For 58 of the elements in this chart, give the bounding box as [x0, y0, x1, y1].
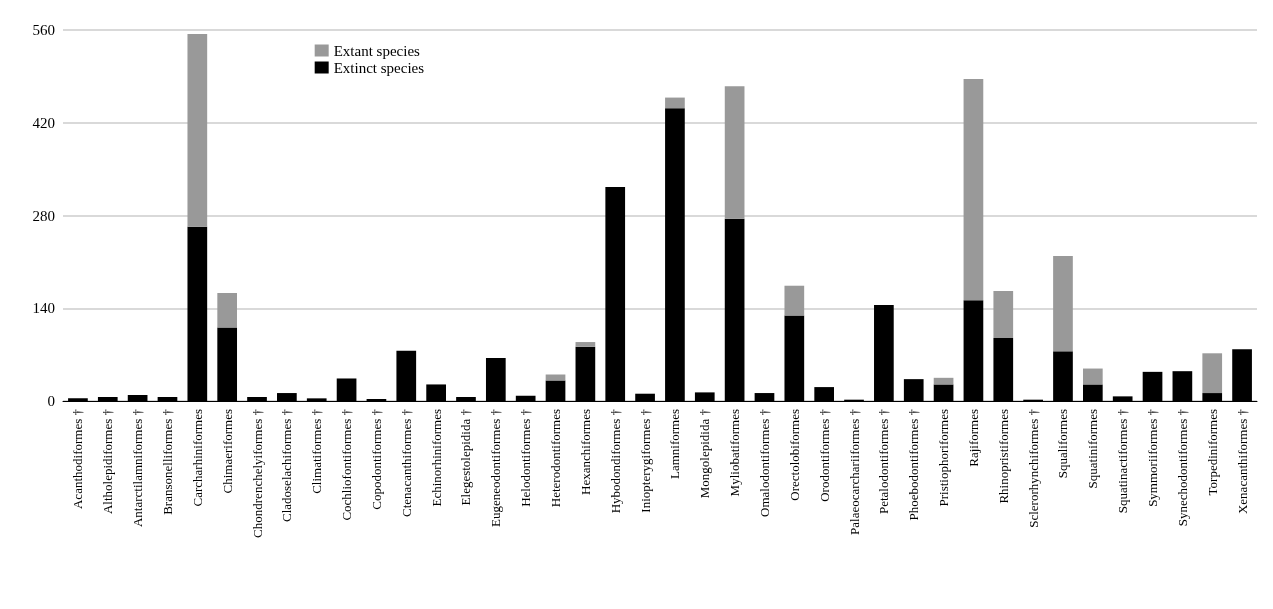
bar — [217, 293, 238, 328]
y-tick-label: 560 — [32, 22, 55, 38]
x-tick-label: Phoebodontiformes † — [906, 408, 922, 521]
x-tick-label: Rajiformes — [965, 409, 981, 467]
x-tick-label: Acanthodiformes † — [70, 408, 86, 510]
x-tick-label: Squatiniformes — [1085, 409, 1101, 489]
x-tick-label: Squaliformes — [1055, 409, 1071, 479]
x-tick-label: Carcharhiniformes — [189, 409, 205, 507]
x-tick-label: Copodontiformes † — [368, 408, 384, 510]
x-tick-label: Xenacanthiformes † — [1234, 408, 1250, 515]
y-tick-label: 0 — [47, 393, 55, 409]
bar — [963, 79, 984, 301]
x-tick-label: Sclerorhynchiformes † — [1025, 408, 1041, 528]
x-tick-label: Ctenacanthiformes † — [398, 408, 414, 517]
x-tick-label: Squatinactiformes † — [1115, 408, 1131, 514]
bar — [724, 86, 745, 219]
x-tick-label: Petalodontiformes † — [876, 408, 892, 515]
bar — [784, 285, 805, 316]
x-tick-label: Elegestolepidida † — [458, 408, 474, 506]
x-tick-label: Antarctilamniformes † — [130, 408, 146, 528]
bar — [1082, 368, 1103, 385]
x-tick-label: Omalodontiformes † — [756, 408, 772, 517]
x-tick-label: Lamniformes — [667, 409, 683, 480]
x-tick-label: Bransonelliformes † — [159, 408, 175, 515]
x-tick-label: Myliobatiformes — [727, 409, 743, 497]
x-tick-label: Climatiformes † — [309, 408, 325, 494]
bar — [575, 342, 596, 347]
y-tick-label: 420 — [32, 114, 55, 131]
x-tick-label: Orectolobiformes — [786, 409, 802, 501]
bar — [1202, 353, 1223, 394]
x-tick-label: Hexanchiformes — [577, 409, 593, 495]
bar — [665, 97, 685, 109]
x-tick-label: Pristiophoriformes — [936, 409, 952, 507]
x-tick-label: Palaeocarchariiformes † — [846, 408, 862, 535]
y-tick-label: 140 — [32, 300, 55, 317]
x-tick-label: Chimaeriformes — [219, 409, 235, 494]
bar — [993, 291, 1014, 339]
x-tick-label: Helodontiformes † — [518, 408, 534, 507]
bar — [187, 33, 208, 227]
x-tick-label: Echinorhiniformes — [428, 409, 444, 507]
x-tick-label: Heterodontiformes — [548, 409, 564, 508]
x-tick-label: Cladoselachiformes † — [279, 408, 295, 522]
x-tick-label: Torpediniformes — [1204, 409, 1220, 496]
x-tick-label: Rhinopristiformes — [995, 409, 1011, 504]
x-tick-label: Hybodondiformes † — [607, 408, 623, 514]
x-tick-label: Iniopterygiformes † — [637, 408, 653, 513]
y-tick-label: 280 — [32, 207, 55, 224]
x-tick-label: Chondrenchelyiformes † — [249, 408, 265, 538]
x-tick-label: Synechodontiformes † — [1174, 408, 1190, 527]
bar — [1053, 255, 1073, 352]
x-tick-label: Cochliofontiformes † — [339, 408, 355, 521]
legend-label: Extant species — [333, 42, 421, 59]
x-tick-label: Symmoriiformes † — [1145, 408, 1161, 507]
x-tick-label: Eugeneodontiformes † — [488, 408, 504, 528]
x-tick-label: Mongolepidida † — [697, 408, 713, 499]
x-tick-label: Orodontiformes † — [816, 408, 832, 502]
x-tick-label: Altholepidiformes † — [100, 408, 116, 515]
legend-label: Extinct species — [333, 59, 425, 76]
